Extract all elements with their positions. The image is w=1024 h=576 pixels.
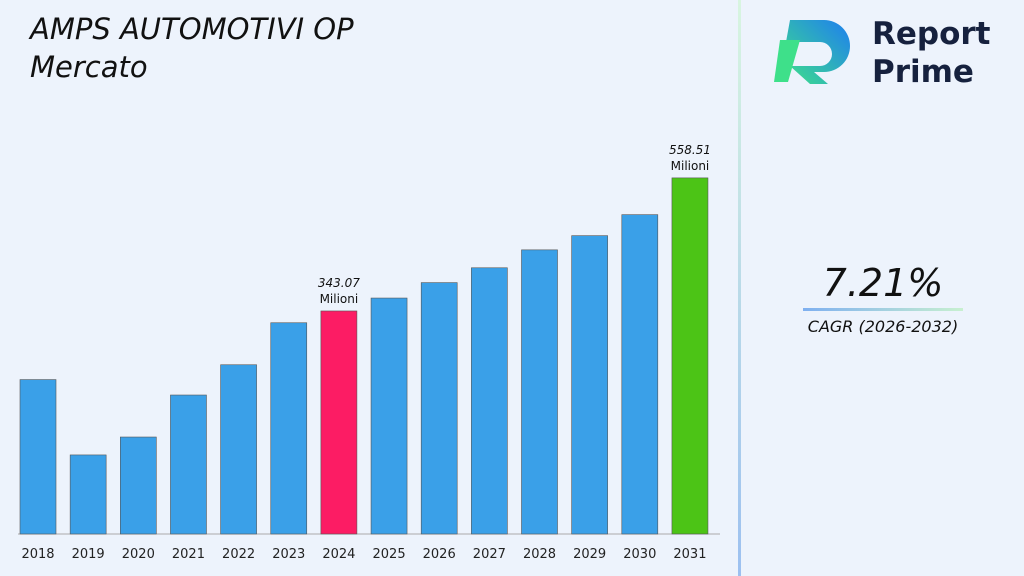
chart-title: AMPS AUTOMOTIVI OP Mercato: [30, 12, 354, 84]
x-tick-label: 2021: [172, 547, 205, 562]
bar: [420, 282, 458, 535]
bar: [120, 436, 157, 535]
value-label: 558.51 Milioni: [669, 143, 711, 173]
x-tick-label: 2031: [673, 547, 706, 562]
cagr-label: CAGR (2026-2032): [808, 317, 958, 336]
x-tick-label: 2028: [523, 547, 556, 562]
x-tick-label: 2029: [573, 547, 606, 562]
logo-icon: [774, 20, 850, 84]
underline: [803, 308, 963, 311]
brand: Report: [872, 16, 991, 52]
x-tick-label: 2020: [122, 547, 155, 562]
bar: [270, 322, 308, 535]
x-tick-label: 2024: [322, 547, 355, 562]
bar: [671, 177, 709, 535]
x-tick-label: 2027: [473, 547, 506, 562]
x-tick-label: 2030: [623, 547, 656, 562]
x-tick-label: 2023: [272, 547, 305, 562]
x-tick-label: 2022: [222, 547, 255, 562]
bar: [471, 267, 508, 535]
bar: [220, 364, 257, 535]
bar: [571, 235, 608, 535]
bar: [320, 310, 358, 535]
value-label: 343.07 Milioni: [318, 276, 360, 306]
bar: [521, 249, 558, 535]
separator: [738, 0, 741, 576]
bar: [621, 214, 659, 535]
x-tick-label: 2018: [21, 547, 54, 562]
bar: [170, 394, 207, 535]
cagr-value: 7.21%: [823, 261, 944, 305]
x-tick-label: 2019: [72, 547, 105, 562]
x-tick-label: 2025: [373, 547, 406, 562]
bar: [69, 454, 107, 535]
brand: Prime: [872, 54, 974, 90]
x-tick-label: 2026: [423, 547, 456, 562]
bar: [370, 297, 408, 535]
bar: [19, 379, 57, 535]
